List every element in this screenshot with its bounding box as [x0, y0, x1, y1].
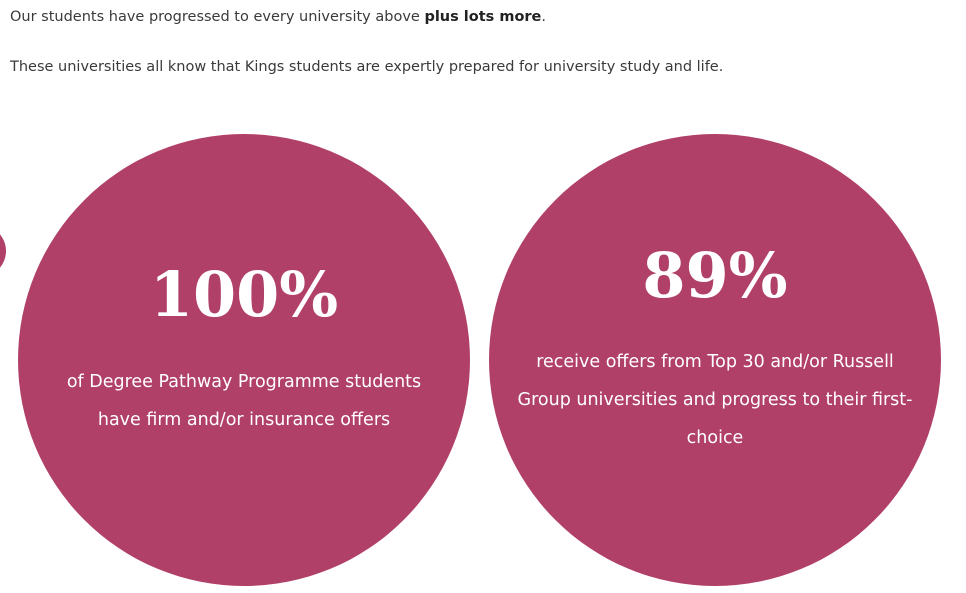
- stat-circle: 100% of Degree Pathway Programme student…: [18, 134, 470, 586]
- stat-description: receive offers from Top 30 and/or Russel…: [517, 352, 913, 448]
- intro: Our students have progressed to every un…: [10, 9, 546, 25]
- stat-description: of Degree Pathway Programme students hav…: [66, 372, 422, 430]
- stat-figure: 100%: [149, 258, 339, 331]
- intro-end: .: [541, 9, 546, 25]
- decoration: [0, 225, 6, 277]
- stat-circle: 89% receive offers from Top 30 and/or Ru…: [489, 134, 941, 586]
- stat-figure: 89%: [642, 239, 788, 312]
- intro-text: Our students have progressed to every un…: [10, 9, 425, 25]
- note: These universities all know that Kings s…: [10, 59, 724, 75]
- intro-bold[interactable]: plus lots more: [424, 9, 542, 25]
